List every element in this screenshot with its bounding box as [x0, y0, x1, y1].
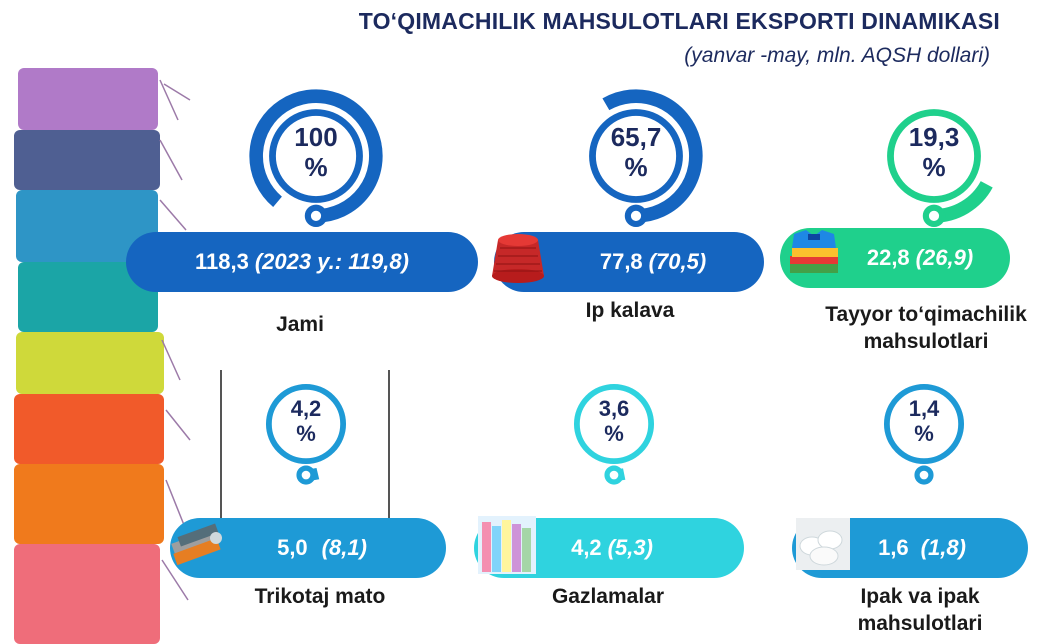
scarves-image: [14, 68, 191, 644]
value-previous: (70,5): [648, 249, 707, 274]
gauge-arc: [249, 89, 383, 223]
gauge-gazlamalar: 3,6%: [556, 366, 672, 485]
value-current: 5,0: [277, 535, 308, 560]
gauge-ring: [883, 383, 965, 465]
gauge-jami: 100%: [248, 88, 384, 228]
category-name: Ip kalava: [585, 299, 675, 322]
divider-right: [388, 370, 390, 520]
category-name: Tayyor to‘qimachilik: [825, 303, 1027, 326]
gauge-ring: [589, 109, 683, 203]
category-name: Gazlamalar: [551, 585, 665, 608]
gauge-ring: [269, 109, 363, 203]
share-percent: 3,6%: [556, 396, 672, 447]
share-percent: 1,4%: [866, 396, 982, 447]
share-value: 65,7: [610, 122, 662, 152]
value-previous: (26,9): [915, 245, 974, 270]
category-name: Trikotaj mato: [254, 585, 386, 608]
category-name-line2: mahsulotlari: [857, 611, 983, 635]
category-name: Ipak va ipak: [860, 585, 980, 608]
value-pill-jami: 118,3 (2023 y.: 119,8): [126, 232, 478, 292]
gauge-tayyor: 19,3%: [866, 88, 1002, 228]
yarn-cone-icon: [492, 234, 544, 283]
chart-subtitle: (yanvar -may, mln. AQSH dollari): [684, 44, 990, 67]
percent-sign: %: [296, 421, 316, 447]
value-current: 4,2: [571, 535, 602, 560]
percent-sign: %: [604, 421, 624, 447]
value-current: 77,8: [599, 249, 643, 274]
share-percent: 65,7%: [568, 122, 704, 183]
share-value: 1,4: [908, 396, 940, 421]
gauge-knob: [914, 465, 934, 485]
percent-sign: %: [304, 151, 328, 182]
category-label-gazlamalar: Gazlamalar: [508, 584, 708, 611]
gauge-ip-kalava: 65,7%: [568, 88, 704, 228]
category-label-ipak: Ipak va ipak mahsulotlari: [810, 584, 1030, 638]
percent-sign: %: [624, 151, 648, 182]
share-percent: 19,3%: [866, 122, 1002, 183]
gauge-svg: [249, 89, 383, 228]
value-current: 22,8: [866, 245, 910, 270]
share-value: 3,6: [598, 396, 630, 421]
gauge-svg: [589, 89, 703, 228]
value-current: 118,3: [195, 249, 249, 274]
share-value: 4,2: [290, 396, 322, 421]
category-label-ip-kalava: Ip kalava: [530, 298, 730, 325]
gauge-svg: [265, 383, 347, 485]
value-previous: (5,3): [607, 535, 653, 560]
gauge-knob: [296, 465, 316, 485]
percent-sign: %: [922, 151, 946, 182]
divider-left: [220, 370, 222, 520]
category-label-jami: Jami: [200, 312, 400, 339]
share-value: 100: [294, 122, 338, 152]
category-label-tayyor: Tayyor to‘qimachilik mahsulotlari: [800, 302, 1052, 356]
fabric-rolls-icon: [171, 523, 222, 566]
gauge-ring: [887, 109, 981, 203]
value-previous: (2023 y.: 119,8): [254, 249, 409, 274]
fabric-bolts-icon: [478, 516, 536, 574]
gauge-trikotaj: 4,2%: [248, 366, 364, 485]
category-label-trikotaj: Trikotaj mato: [190, 584, 450, 611]
share-percent: 100%: [248, 122, 384, 183]
category-name: Jami: [276, 313, 324, 336]
percent-sign: %: [914, 421, 934, 447]
gauge-ipak: 1,4%: [866, 366, 982, 485]
share-percent: 4,2%: [248, 396, 364, 447]
chart-title: TO‘QIMACHILIK MAHSULOTLARI EKSPORTI DINA…: [358, 8, 1000, 34]
gauge-knob: [624, 204, 648, 228]
gauge-svg: [887, 109, 993, 228]
gauge-knob: [304, 204, 328, 228]
share-value: 19,3: [908, 122, 960, 152]
gauge-svg: [573, 383, 655, 485]
gauge-ring: [573, 383, 655, 465]
gauge-svg: [883, 383, 965, 485]
folded-shirts-icon: [790, 230, 838, 273]
value-previous: (8,1): [321, 535, 367, 560]
value-previous: (1,8): [920, 535, 966, 560]
category-name-line2: mahsulotlari: [863, 329, 989, 353]
gauge-ring: [265, 383, 347, 465]
silk-cocoons-icon: [796, 518, 850, 570]
gauge-knob: [604, 465, 624, 485]
gauge-arc: [602, 89, 703, 223]
value-current: 1,6: [878, 535, 909, 560]
gauge-knob: [922, 204, 946, 228]
